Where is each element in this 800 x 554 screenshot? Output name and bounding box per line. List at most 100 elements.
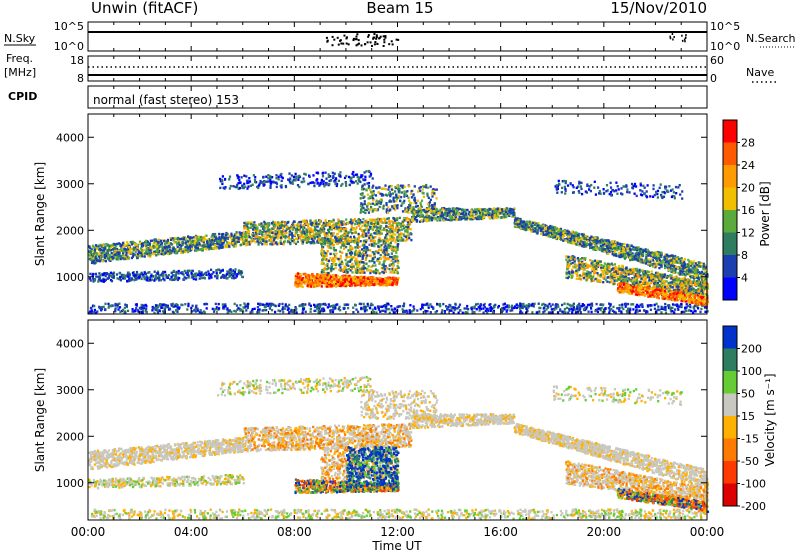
echo-cell	[392, 217, 396, 220]
echo-cell	[136, 246, 139, 249]
echo-cell	[378, 276, 381, 280]
echo-cell	[581, 304, 584, 307]
echo-cell	[233, 272, 236, 276]
echo-cell	[392, 232, 395, 235]
echo-cell	[90, 248, 93, 251]
echo-cell	[251, 228, 255, 231]
echo-cell	[197, 238, 200, 241]
echo-cell	[377, 271, 380, 274]
echo-cell	[553, 308, 556, 312]
echo-cell	[104, 308, 107, 311]
echo-cell	[458, 207, 461, 211]
echo-cell	[256, 311, 259, 314]
echo-cell	[466, 217, 469, 220]
echo-cell	[381, 270, 384, 274]
echo-cell	[156, 249, 159, 253]
echo-cell	[125, 304, 128, 308]
echo-cell	[676, 304, 679, 307]
echo-cell	[322, 308, 325, 311]
echo-cell	[486, 307, 489, 311]
echo-cell	[124, 274, 127, 277]
echo-cell	[336, 281, 340, 284]
echo-cell	[347, 264, 350, 267]
echo-cell	[357, 236, 360, 240]
echo-cell	[318, 234, 321, 237]
echo-cell	[174, 251, 177, 254]
echo-cell	[642, 309, 646, 312]
echo-cell	[310, 222, 313, 225]
echo-cell	[340, 283, 343, 286]
echo-cell	[479, 305, 482, 308]
echo-cell	[430, 219, 433, 222]
echo-cell	[403, 302, 406, 305]
echo-cell	[297, 234, 300, 237]
echo-cell	[107, 302, 110, 306]
echo-cell	[234, 268, 237, 271]
echo-cell	[196, 243, 199, 246]
echo-cell	[333, 277, 336, 281]
echo-cell	[401, 308, 404, 311]
echo-cell	[116, 305, 119, 308]
echo-cell	[441, 309, 444, 312]
echo-cell	[101, 255, 104, 258]
echo-cell	[377, 220, 380, 223]
echo-cell	[406, 311, 409, 314]
echo-cell	[357, 265, 360, 268]
echo-cell	[519, 302, 522, 305]
echo-cell	[478, 309, 481, 312]
echo-cell	[391, 264, 394, 267]
echo-cell	[113, 247, 116, 250]
echo-cell	[618, 309, 621, 313]
echo-cell	[428, 219, 431, 222]
echo-cell	[281, 233, 284, 237]
echo-cell	[359, 240, 362, 243]
echo-cell	[350, 263, 353, 267]
echo-cell	[366, 254, 369, 257]
echo-cell	[292, 228, 295, 231]
echo-cell	[296, 240, 299, 243]
echo-cell	[366, 304, 370, 308]
echo-cell	[242, 242, 245, 245]
echo-cell	[354, 231, 357, 234]
echo-cell	[385, 234, 388, 237]
echo-cell	[309, 219, 312, 222]
echo-cell	[486, 208, 489, 212]
echo-cell	[494, 303, 497, 307]
echo-cell	[142, 275, 146, 278]
echo-cell	[181, 243, 184, 246]
echo-cell	[330, 275, 333, 278]
echo-cell	[268, 302, 271, 306]
echo-cell	[333, 263, 336, 266]
echo-cell	[371, 227, 374, 230]
echo-cell	[239, 243, 242, 247]
echo-cell	[577, 304, 580, 307]
echo-cell	[325, 232, 328, 235]
echo-cell	[311, 222, 315, 225]
echo-cell	[173, 241, 176, 244]
echo-cell	[140, 303, 143, 307]
echo-cell	[456, 307, 459, 310]
echo-cell	[419, 220, 422, 223]
echo-cell	[227, 271, 230, 274]
echo-cell	[353, 222, 356, 226]
echo-cell	[346, 222, 350, 225]
echo-cell	[361, 244, 364, 247]
echo-cell	[416, 214, 419, 217]
echo-cell	[362, 233, 366, 236]
echo-cell	[116, 254, 119, 257]
echo-cell	[362, 239, 365, 243]
echo-cell	[391, 309, 394, 312]
echo-cell	[292, 310, 295, 314]
echo-cell	[135, 270, 139, 274]
echo-cell	[342, 247, 346, 250]
echo-cell	[397, 239, 400, 242]
echo-cell	[155, 278, 158, 281]
echo-cell	[442, 302, 445, 306]
echo-cell	[368, 218, 371, 221]
echo-cell	[616, 307, 619, 310]
echo-cell	[113, 253, 116, 256]
echo-cell	[339, 250, 342, 253]
echo-cell	[278, 222, 281, 225]
echo-cell	[244, 226, 247, 229]
echo-cell	[332, 220, 335, 223]
